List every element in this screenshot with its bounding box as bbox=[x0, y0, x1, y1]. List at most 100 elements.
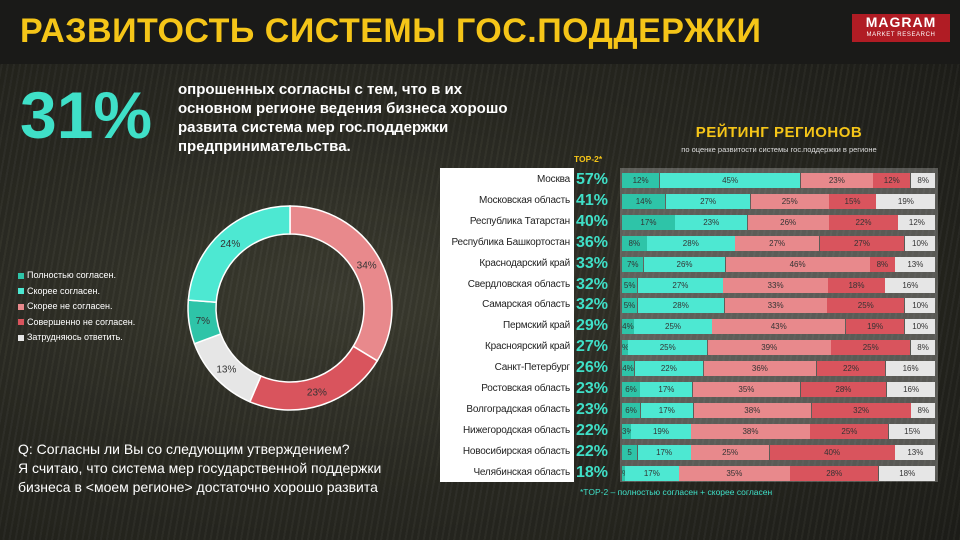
bar-segment: 3% bbox=[622, 423, 631, 439]
bar-segment: 22% bbox=[634, 361, 704, 377]
top2-value: 40% bbox=[576, 212, 609, 230]
bar-segment: 15% bbox=[829, 193, 876, 209]
bar-segment: 12% bbox=[622, 173, 660, 188]
logo-text: MAGRAM bbox=[865, 14, 937, 30]
legend-swatch bbox=[18, 272, 24, 279]
bar-segment: 17% bbox=[622, 214, 675, 230]
bar-segment: 8% bbox=[622, 235, 647, 251]
region-label: Красноярский край bbox=[484, 341, 570, 353]
headline-percent: 31% bbox=[20, 78, 153, 152]
bar-segment: 43% bbox=[712, 319, 846, 335]
rating-subtitle: по оценке развитости системы гос.поддерж… bbox=[681, 145, 877, 154]
top2-value: 27% bbox=[576, 338, 609, 356]
bar-segment: 10% bbox=[904, 319, 936, 335]
bar-segment: 23% bbox=[675, 214, 748, 230]
region-label: Москва bbox=[537, 174, 570, 185]
top2-value: 29% bbox=[576, 317, 609, 335]
bar-segment: 27% bbox=[665, 193, 751, 209]
donut-legend: Полностью согласен. Скорее согласен. Ско… bbox=[18, 268, 135, 346]
headline-statement: опрошенных согласны с тем, что в их осно… bbox=[178, 81, 508, 155]
bar-segment: 39% bbox=[707, 340, 831, 356]
bar-segment: 36% bbox=[703, 361, 817, 377]
bar-segment: 45% bbox=[659, 173, 801, 188]
region-label: Свердловская область bbox=[467, 278, 570, 290]
bar-segment: 25% bbox=[831, 340, 911, 356]
legend-swatch bbox=[18, 334, 24, 341]
legend-item: Совершенно не согласен. bbox=[18, 315, 135, 331]
brand-logo: MAGRAM MARKET RESEARCH bbox=[852, 14, 950, 42]
bar-segment: 14% bbox=[622, 193, 666, 209]
bar-segment: 28% bbox=[800, 382, 887, 397]
region-label: Пермский край bbox=[503, 320, 570, 332]
top2-value: 22% bbox=[576, 421, 609, 439]
top2-value: 36% bbox=[576, 233, 609, 251]
legend-item: Скорее согласен. bbox=[18, 284, 135, 300]
region-label: Новосибирская область bbox=[462, 445, 570, 457]
bar-segment: 46% bbox=[725, 256, 870, 272]
bar-segment: 25% bbox=[628, 340, 708, 356]
bar-segment: 35% bbox=[692, 382, 801, 397]
bar-segment: 25% bbox=[634, 319, 712, 335]
legend-swatch bbox=[18, 303, 24, 310]
bar-segment: 7% bbox=[622, 256, 644, 272]
bar-segment: 25% bbox=[827, 298, 905, 314]
region-label: Ростовская область bbox=[481, 383, 570, 394]
bar-segment: 19% bbox=[631, 423, 691, 439]
bar-segment: 15% bbox=[888, 423, 936, 439]
bar-segment: 10% bbox=[904, 235, 936, 251]
bar-segment: 16% bbox=[885, 361, 936, 377]
bar-segment: 33% bbox=[724, 298, 827, 314]
bar-segment: 35% bbox=[679, 465, 790, 481]
donut-slice bbox=[289, 205, 393, 362]
bar-segment: 4% bbox=[622, 319, 634, 335]
bar-segment: 17% bbox=[640, 402, 693, 418]
bar-segment: 38% bbox=[693, 402, 812, 418]
bar-segment: 18% bbox=[878, 465, 936, 481]
top2-value: 26% bbox=[576, 359, 609, 377]
bar-segment: 27% bbox=[819, 235, 905, 251]
bar-segment: 6% bbox=[622, 382, 640, 397]
rating-title: РЕЙТИНГ РЕГИОНОВ bbox=[695, 124, 863, 141]
bar-segment: 4% bbox=[622, 361, 635, 377]
legend-item: Полностью согласен. bbox=[18, 268, 135, 284]
donut-label: 23% bbox=[307, 387, 327, 398]
bar-segment: 28% bbox=[647, 235, 735, 251]
legend-item: Скорее не согласен. bbox=[18, 299, 135, 315]
page-title: РАЗВИТОСТЬ СИСТЕМЫ ГОС.ПОДДЕРЖКИ bbox=[20, 12, 762, 50]
bar-segment: 27% bbox=[735, 235, 820, 251]
bar-segment: 12% bbox=[898, 214, 936, 230]
bar-segment: 26% bbox=[747, 214, 829, 230]
top2-value: 22% bbox=[576, 442, 609, 460]
donut-slice bbox=[187, 205, 291, 304]
legend-swatch bbox=[18, 319, 24, 326]
bar-segment: 5% bbox=[622, 298, 638, 314]
region-label: Челябинская область bbox=[473, 466, 570, 478]
bar-segment: 16% bbox=[885, 277, 936, 293]
bar-segment: 17% bbox=[625, 465, 679, 481]
bar-segment: 18% bbox=[828, 277, 885, 293]
legend-item: Затрудняюсь ответить. bbox=[18, 330, 135, 346]
bar-segment: 28% bbox=[790, 465, 879, 481]
bar-segment: 23% bbox=[800, 173, 873, 188]
bar-segment: 33% bbox=[723, 277, 828, 293]
bar-segment: 13% bbox=[895, 444, 936, 460]
top2-header: TOP-2* bbox=[574, 154, 603, 164]
donut-label: 13% bbox=[216, 364, 236, 375]
region-label: Волгоградская область bbox=[466, 403, 570, 415]
bar-segment: 25% bbox=[750, 193, 829, 209]
bar-segment: 19% bbox=[876, 193, 936, 209]
region-label: Республика Башкортостан bbox=[451, 236, 571, 248]
region-label: Республика Татарстан bbox=[469, 215, 570, 227]
top2-value: 32% bbox=[576, 296, 609, 314]
footnote: *TOP-2 – полностью согласен + скорее сог… bbox=[580, 487, 773, 497]
legend-label: Затрудняюсь ответить. bbox=[27, 332, 123, 342]
bar-segment: 12% bbox=[873, 173, 911, 188]
survey-question: Q: Согласны ли Вы со следующим утвержден… bbox=[18, 440, 423, 503]
region-label: Московская область bbox=[478, 194, 570, 206]
donut-slice bbox=[248, 345, 379, 411]
bar-segment: 8% bbox=[910, 173, 936, 188]
top2-value: 33% bbox=[576, 254, 609, 272]
bar-segment: 5 bbox=[622, 444, 638, 460]
bar-segment: 32% bbox=[811, 402, 911, 418]
top2-value: 41% bbox=[576, 191, 609, 209]
